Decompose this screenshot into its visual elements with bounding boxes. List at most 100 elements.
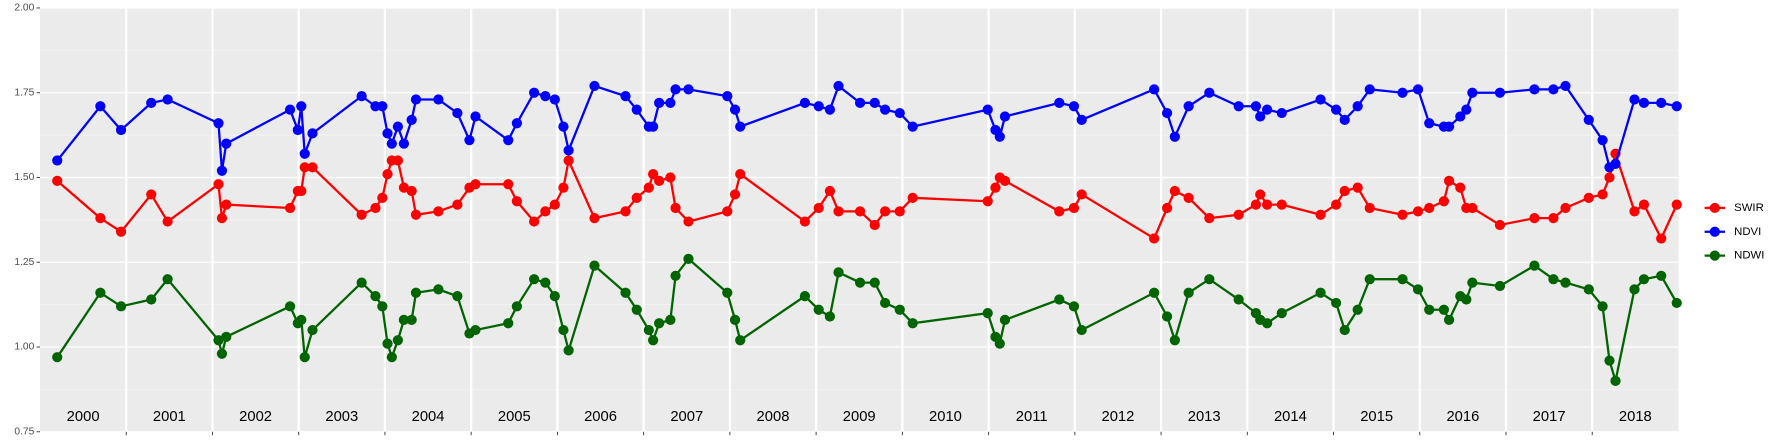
- point: [729, 104, 741, 115]
- point: [1352, 182, 1363, 193]
- point: [540, 277, 551, 288]
- point: [1330, 104, 1342, 115]
- point: [529, 274, 540, 285]
- point: [1583, 284, 1594, 295]
- point: [284, 202, 296, 214]
- point: [221, 331, 232, 342]
- point: [799, 97, 811, 109]
- year-label: 2008: [757, 409, 790, 425]
- point: [356, 209, 367, 220]
- point: [115, 226, 127, 237]
- point: [1149, 287, 1160, 298]
- point: [1671, 101, 1682, 112]
- year-label: 2017: [1533, 409, 1566, 425]
- point: [999, 314, 1011, 325]
- point: [648, 121, 659, 132]
- point: [879, 206, 891, 217]
- point: [398, 314, 410, 325]
- point: [589, 80, 600, 92]
- point: [95, 287, 106, 298]
- year-label: 2002: [239, 409, 272, 425]
- point: [1656, 97, 1667, 109]
- year-label: 2007: [670, 409, 703, 425]
- point: [529, 87, 540, 98]
- point: [1276, 199, 1287, 210]
- point: [1529, 213, 1540, 224]
- point: [299, 162, 310, 173]
- point: [95, 213, 106, 224]
- point: [982, 196, 993, 207]
- point: [1204, 274, 1215, 285]
- point: [1604, 355, 1615, 366]
- point: [406, 185, 417, 197]
- point: [1068, 301, 1080, 312]
- point: [1397, 209, 1408, 220]
- point: [470, 111, 481, 122]
- year-label: 2009: [843, 409, 876, 425]
- point: [620, 206, 631, 217]
- point: [879, 297, 891, 309]
- point: [558, 324, 569, 336]
- point: [869, 219, 880, 231]
- point: [377, 192, 388, 203]
- point: [1671, 297, 1682, 309]
- point: [284, 301, 296, 312]
- year-label: 2014: [1274, 409, 1307, 425]
- year-label: 2016: [1446, 409, 1479, 425]
- point: [296, 101, 307, 112]
- point: [410, 94, 422, 105]
- point: [162, 216, 173, 227]
- point: [735, 335, 746, 346]
- point: [1169, 185, 1180, 197]
- point: [982, 104, 993, 115]
- point: [670, 270, 681, 281]
- point: [620, 90, 631, 102]
- point: [146, 97, 157, 109]
- point: [392, 335, 403, 346]
- point: [1204, 87, 1215, 98]
- year-label: 2006: [584, 409, 617, 425]
- point: [833, 80, 844, 92]
- point: [216, 165, 228, 176]
- point: [665, 97, 676, 109]
- legend-label: SWIR: [1734, 202, 1764, 214]
- y-tick-label: 2.00: [14, 3, 34, 14]
- point: [1276, 107, 1287, 119]
- point: [1467, 202, 1478, 214]
- point: [824, 185, 836, 197]
- point: [999, 111, 1011, 122]
- point: [503, 179, 514, 190]
- point: [735, 121, 746, 132]
- point: [392, 155, 403, 166]
- point: [1250, 199, 1262, 210]
- point: [1583, 192, 1594, 203]
- point: [879, 104, 891, 115]
- point: [654, 97, 665, 109]
- y-tick-label: 1.25: [14, 257, 34, 268]
- point: [1412, 84, 1424, 95]
- point: [1455, 111, 1466, 122]
- point: [654, 175, 665, 186]
- point: [299, 148, 310, 159]
- point: [1339, 114, 1350, 125]
- point: [1255, 111, 1266, 122]
- year-label: 2013: [1188, 409, 1221, 425]
- year-label: 2015: [1360, 409, 1393, 425]
- point: [382, 338, 393, 349]
- year-label: 2010: [929, 409, 962, 425]
- point: [1054, 294, 1065, 305]
- point: [683, 84, 694, 95]
- point: [1068, 202, 1080, 214]
- year-label: 2012: [1102, 409, 1135, 425]
- point: [452, 291, 463, 302]
- year-label: 2011: [1016, 409, 1048, 425]
- point: [1443, 314, 1455, 325]
- point: [296, 185, 307, 197]
- point: [1169, 131, 1180, 142]
- point: [549, 291, 560, 302]
- point: [1548, 213, 1559, 224]
- point: [292, 124, 303, 136]
- point: [1529, 260, 1540, 271]
- point: [398, 182, 410, 193]
